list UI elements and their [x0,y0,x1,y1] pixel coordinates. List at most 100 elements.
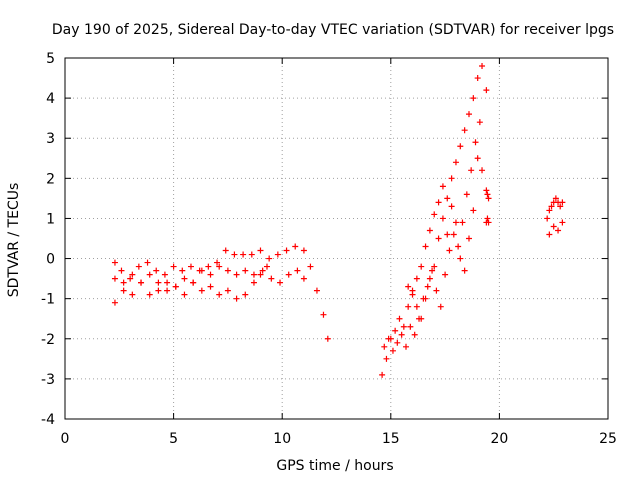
data-point [483,87,490,94]
data-point [448,203,455,210]
data-point [452,159,459,166]
data-point [444,195,451,202]
data-point [448,175,455,182]
y-tick-label: 5 [46,51,55,67]
y-tick-label: -2 [41,332,55,348]
data-point [474,155,481,162]
data-point [127,275,134,282]
data-point [546,231,553,238]
series-track-a [111,243,331,342]
data-point [161,271,168,278]
data-point [392,327,399,334]
data-point [111,299,118,306]
data-point [409,291,416,298]
data-point [155,279,162,286]
data-point [155,287,162,294]
data-point [405,283,412,290]
data-point [250,279,257,286]
data-point [442,271,449,278]
data-point [294,267,301,274]
data-point [233,271,240,278]
data-point [313,287,320,294]
data-point [283,247,290,254]
data-point [548,203,555,210]
data-point [474,75,481,82]
data-point [153,267,160,274]
data-point [463,191,470,198]
data-point [437,303,444,310]
data-point [242,267,249,274]
data-point [214,259,221,266]
data-point [379,371,386,378]
data-point [172,283,179,290]
data-point [224,287,231,294]
data-point [216,263,223,270]
data-point [266,255,273,262]
x-tick-label: 0 [61,431,70,447]
data-point [187,263,194,270]
data-point [426,227,433,234]
data-point [259,267,266,274]
data-point [277,279,284,286]
data-point [111,259,118,266]
data-point [242,291,249,298]
data-point [555,227,562,234]
data-point [129,291,136,298]
data-point [424,283,431,290]
data-point [407,323,414,330]
data-point [292,243,299,250]
data-point [418,315,425,322]
data-point [129,271,136,278]
data-point [181,275,188,282]
data-point [431,263,438,270]
data-point [546,207,553,214]
y-axis-label: SDTVAR / TECUs [6,183,22,298]
data-point [381,343,388,350]
data-point [485,195,492,202]
data-point [233,295,240,302]
x-tick-label: 15 [382,431,400,447]
data-point [433,287,440,294]
data-point [146,291,153,298]
data-point [179,267,186,274]
data-point [418,263,425,270]
series-track-h [544,195,566,238]
data-point [476,119,483,126]
data-point [300,247,307,254]
data-point [435,199,442,206]
data-point [250,271,257,278]
data-point [205,263,212,270]
data-point [144,259,151,266]
series-track-f [405,155,486,322]
series-track-d [379,63,486,378]
data-point [190,279,197,286]
data-point [459,219,466,226]
data-point [422,243,429,250]
data-point [426,275,433,282]
data-point [164,287,171,294]
data-point [138,279,145,286]
chart-title: Day 190 of 2025, Sidereal Day-to-day VTE… [52,22,614,38]
data-point [285,271,292,278]
data-point [198,267,205,274]
x-tick-label: 10 [273,431,291,447]
data-point [263,263,270,270]
data-point [479,167,486,174]
data-point [400,323,407,330]
data-point [435,235,442,242]
data-point [413,303,420,310]
data-point [457,255,464,262]
data-point [405,303,412,310]
data-point [411,331,418,338]
data-point [257,271,264,278]
data-point [468,167,475,174]
data-point [170,263,177,270]
data-point [396,315,403,322]
data-point [389,347,396,354]
data-point [216,291,223,298]
data-point [403,343,410,350]
data-point [431,211,438,218]
data-point [118,267,125,274]
x-tick-label: 25 [599,431,617,447]
